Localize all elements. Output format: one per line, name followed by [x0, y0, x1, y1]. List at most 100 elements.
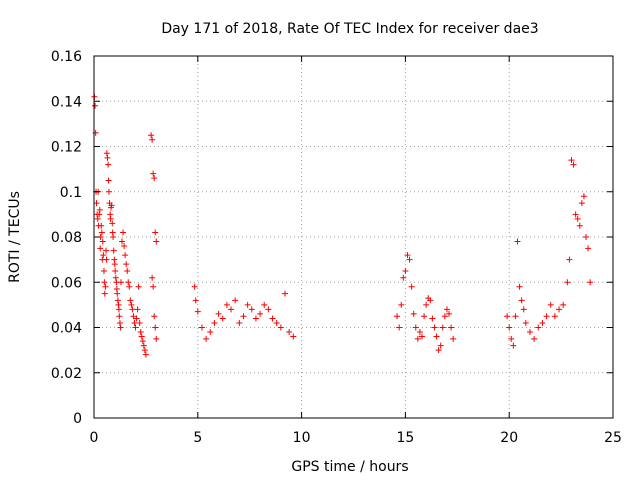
x-tick-labels: 0 5 10 15 20 25: [90, 430, 622, 446]
data-point: [151, 175, 158, 182]
x-axis-label: GPS time / hours: [291, 459, 408, 475]
data-point: [149, 274, 156, 281]
data-point: [419, 333, 426, 340]
data-point: [402, 267, 409, 274]
y-axis-label: ROTI / TECUs: [7, 191, 23, 283]
data-point: [123, 261, 130, 268]
data-point: [551, 313, 558, 320]
data-point: [134, 306, 141, 313]
data-point: [576, 222, 583, 229]
data-point: [290, 333, 297, 340]
data-point: [514, 238, 521, 245]
data-point: [232, 297, 239, 304]
data-point: [248, 306, 255, 313]
data-point: [427, 297, 434, 304]
data-point: [191, 283, 198, 290]
series-2: [191, 283, 297, 342]
y-tick-label: 0.14: [51, 94, 82, 110]
y-tick-label: 0.08: [51, 230, 82, 246]
data-point: [110, 247, 117, 254]
data-point: [531, 335, 538, 342]
data-point: [107, 215, 114, 222]
data-point: [252, 315, 259, 322]
data-point: [135, 283, 142, 290]
series-0: [91, 93, 160, 358]
data-point: [101, 290, 108, 297]
data-point: [99, 238, 106, 245]
data-point: [539, 319, 546, 326]
data-point: [406, 256, 413, 263]
data-point: [103, 256, 110, 263]
data-point: [574, 215, 581, 222]
data-point: [404, 252, 411, 259]
data-point: [152, 324, 159, 331]
y-tick-label: 0.1: [60, 185, 82, 201]
data-point: [114, 297, 121, 304]
data-point: [105, 161, 112, 168]
data-point: [435, 347, 442, 354]
data-point: [96, 211, 103, 218]
data-point: [448, 324, 455, 331]
y-tick-labels: 0 0.02 0.04 0.06 0.08 0.1 0.12 0.14 0.16: [51, 49, 82, 427]
data-point: [137, 329, 144, 336]
y-tick-label: 0.06: [51, 275, 82, 291]
data-point: [437, 342, 444, 349]
data-point: [94, 215, 101, 222]
data-point: [108, 202, 115, 209]
data-point: [92, 102, 99, 109]
data-point: [261, 301, 268, 308]
data-point: [203, 335, 210, 342]
data-point: [128, 301, 135, 308]
data-point: [257, 310, 264, 317]
plot-frame: [93, 55, 614, 419]
data-point: [398, 301, 405, 308]
data-point: [423, 301, 430, 308]
data-point: [526, 329, 533, 336]
data-point: [512, 313, 519, 320]
data-point: [223, 301, 230, 308]
axis-ticks: [93, 55, 614, 419]
data-point: [198, 324, 205, 331]
data-point: [152, 229, 159, 236]
data-point: [429, 315, 436, 322]
data-point: [556, 306, 563, 313]
data-point: [394, 313, 401, 320]
data-points: [91, 93, 594, 358]
data-point: [433, 333, 440, 340]
data-point: [101, 279, 108, 286]
data-point: [153, 335, 160, 342]
data-point: [441, 313, 448, 320]
series-4: [504, 157, 594, 349]
data-point: [510, 342, 517, 349]
data-point: [138, 333, 145, 340]
data-point: [277, 324, 284, 331]
data-point: [130, 313, 137, 320]
data-point: [219, 315, 226, 322]
data-point: [127, 297, 134, 304]
y-tick-label: 0.12: [51, 140, 82, 156]
y-tick-label: 0.04: [51, 321, 82, 337]
data-point: [111, 261, 118, 268]
data-point: [244, 301, 251, 308]
data-point: [110, 234, 117, 240]
data-point: [443, 306, 450, 313]
data-point: [396, 324, 403, 331]
x-tick-label: 5: [193, 430, 202, 446]
data-point: [568, 157, 575, 164]
data-point: [105, 177, 112, 184]
data-point: [211, 319, 218, 326]
data-point: [583, 234, 590, 240]
data-point: [100, 252, 107, 259]
data-point: [412, 324, 419, 331]
data-point: [265, 306, 272, 313]
x-tick-label: 25: [604, 430, 622, 446]
data-point: [560, 301, 567, 308]
data-point: [126, 283, 133, 290]
data-point: [578, 200, 585, 207]
data-point: [566, 256, 573, 263]
data-point: [97, 245, 104, 252]
data-point: [122, 252, 129, 259]
chart-title: Day 171 of 2018, Rate Of TEC Index for r…: [161, 21, 538, 37]
data-point: [520, 306, 527, 313]
data-point: [150, 283, 157, 290]
